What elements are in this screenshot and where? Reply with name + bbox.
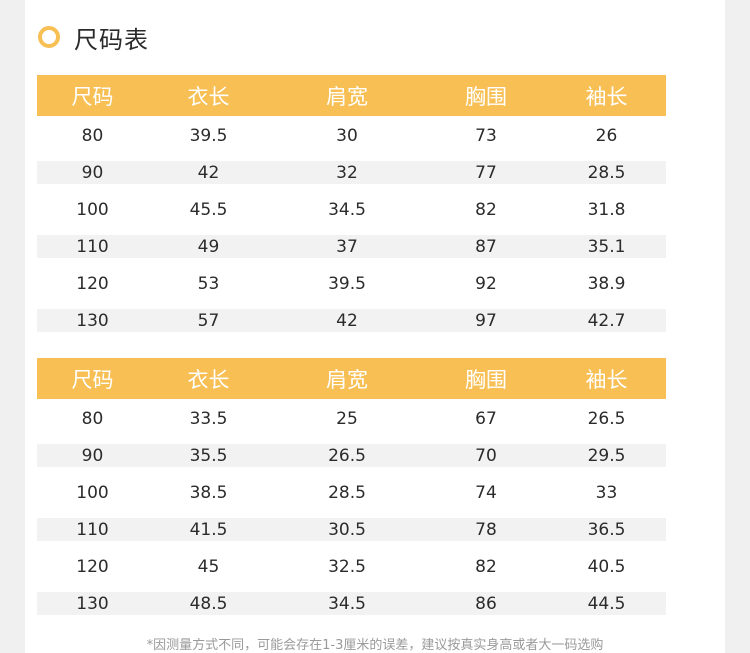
table-cell: 82 bbox=[475, 199, 497, 220]
header-cell: 胸围 bbox=[465, 84, 507, 109]
table-cell: 28.5 bbox=[587, 162, 626, 183]
table-cell: 33 bbox=[595, 482, 618, 503]
table-cell: 80 bbox=[81, 125, 104, 146]
table-row: 80 39.5 30 73 26 bbox=[37, 124, 666, 147]
table-row: 90 42 32 77 28.5 bbox=[37, 161, 666, 184]
table-row: 130 48.5 34.5 86 44.5 bbox=[37, 592, 666, 615]
table-cell: 36.5 bbox=[587, 519, 626, 540]
table-cell: 53 bbox=[197, 273, 220, 294]
header-cell: 尺码 bbox=[71, 84, 114, 109]
table-cell: 34.5 bbox=[328, 199, 366, 220]
measurement-note: *因测量方式不同，可能会存在1-3厘米的误差，建议按真实身高或者大一码选购 bbox=[146, 638, 604, 653]
table-cell: 34.5 bbox=[328, 593, 366, 614]
table-cell: 38.9 bbox=[587, 273, 626, 294]
header-cell: 袖长 bbox=[585, 367, 628, 392]
table-header-row: 尺码 衣长 肩宽 胸围 袖长 bbox=[37, 358, 666, 399]
table-row: 100 45.5 34.5 82 31.8 bbox=[37, 198, 666, 221]
table-cell: 26.5 bbox=[587, 408, 626, 429]
table-cell: 100 bbox=[76, 482, 109, 503]
table-cell: 37 bbox=[336, 236, 358, 257]
table-cell: 29.5 bbox=[587, 445, 626, 466]
table-cell: 130 bbox=[76, 310, 109, 331]
header-cell: 衣长 bbox=[187, 367, 230, 392]
table-cell: 31.8 bbox=[587, 199, 626, 220]
table-cell: 57 bbox=[197, 310, 220, 331]
table-row: 80 33.5 25 67 26.5 bbox=[37, 407, 666, 430]
table-cell: 32.5 bbox=[328, 556, 366, 577]
table-cell: 49 bbox=[197, 236, 220, 257]
table-cell: 38.5 bbox=[189, 482, 228, 503]
table-cell: 86 bbox=[475, 593, 497, 614]
table-cell: 39.5 bbox=[189, 125, 228, 146]
table-cell: 120 bbox=[76, 273, 109, 294]
table-cell: 82 bbox=[475, 556, 497, 577]
table-row: 110 49 37 87 35.1 bbox=[37, 235, 666, 258]
table-cell: 74 bbox=[475, 482, 497, 503]
table-cell: 41.5 bbox=[189, 519, 228, 540]
table-cell: 70 bbox=[475, 445, 497, 466]
table-header-row: 尺码 衣长 肩宽 胸围 袖长 bbox=[37, 75, 666, 116]
size-table-1: 尺码 衣长 肩宽 胸围 袖长 80 39.5 30 73 26 90 42 32 77 28.5 100 45.… bbox=[37, 75, 666, 346]
table-cell: 39.5 bbox=[328, 273, 366, 294]
table-cell: 44.5 bbox=[587, 593, 626, 614]
table-cell: 90 bbox=[81, 445, 104, 466]
table-row: 120 53 39.5 92 38.9 bbox=[37, 272, 666, 295]
table-cell: 110 bbox=[76, 236, 109, 257]
table-cell: 28.5 bbox=[328, 482, 366, 503]
table-cell: 26.5 bbox=[328, 445, 366, 466]
header-cell: 袖长 bbox=[585, 84, 628, 109]
table-cell: 90 bbox=[81, 162, 104, 183]
table-cell: 32 bbox=[336, 162, 358, 183]
header-cell: 尺码 bbox=[71, 367, 114, 392]
table-cell: 26 bbox=[595, 125, 618, 146]
table-cell: 120 bbox=[76, 556, 109, 577]
header-cell: 胸围 bbox=[465, 367, 507, 392]
table-cell: 92 bbox=[475, 273, 497, 294]
table-cell: 67 bbox=[475, 408, 497, 429]
table-cell: 30.5 bbox=[328, 519, 366, 540]
table-cell: 100 bbox=[76, 199, 109, 220]
table-cell: 35.5 bbox=[189, 445, 228, 466]
table-row: 100 38.5 28.5 74 33 bbox=[37, 481, 666, 504]
table-cell: 35.1 bbox=[587, 236, 626, 257]
table-row: 130 57 42 97 42.7 bbox=[37, 309, 666, 332]
table-cell: 110 bbox=[76, 519, 109, 540]
header-cell: 衣长 bbox=[187, 84, 230, 109]
table-cell: 42 bbox=[197, 162, 220, 183]
table-cell: 73 bbox=[475, 125, 497, 146]
table-row: 110 41.5 30.5 78 36.5 bbox=[37, 518, 666, 541]
table-row: 120 45 32.5 82 40.5 bbox=[37, 555, 666, 578]
table-cell: 30 bbox=[336, 125, 358, 146]
table-cell: 42 bbox=[336, 310, 358, 331]
header-cell: 肩宽 bbox=[326, 84, 368, 109]
table-cell: 97 bbox=[475, 310, 497, 331]
table-cell: 77 bbox=[475, 162, 497, 183]
table-cell: 80 bbox=[81, 408, 104, 429]
table-cell: 40.5 bbox=[587, 556, 626, 577]
table-row: 90 35.5 26.5 70 29.5 bbox=[37, 444, 666, 467]
table-cell: 45 bbox=[197, 556, 220, 577]
table-cell: 45.5 bbox=[189, 199, 228, 220]
size-table-2: 尺码 衣长 肩宽 胸围 袖长 80 33.5 25 67 26.5 90 35.5 26.5 70 29.5… bbox=[37, 358, 666, 629]
table-cell: 48.5 bbox=[189, 593, 228, 614]
section-header: 尺码表 bbox=[38, 22, 149, 54]
header-cell: 肩宽 bbox=[326, 367, 368, 392]
table-cell: 130 bbox=[76, 593, 109, 614]
page-title: 尺码表 bbox=[74, 25, 149, 54]
table-cell: 42.7 bbox=[587, 310, 626, 331]
table-cell: 33.5 bbox=[189, 408, 228, 429]
ring-icon bbox=[38, 26, 60, 48]
table-cell: 87 bbox=[475, 236, 497, 257]
table-cell: 78 bbox=[475, 519, 497, 540]
table-cell: 25 bbox=[336, 408, 358, 429]
